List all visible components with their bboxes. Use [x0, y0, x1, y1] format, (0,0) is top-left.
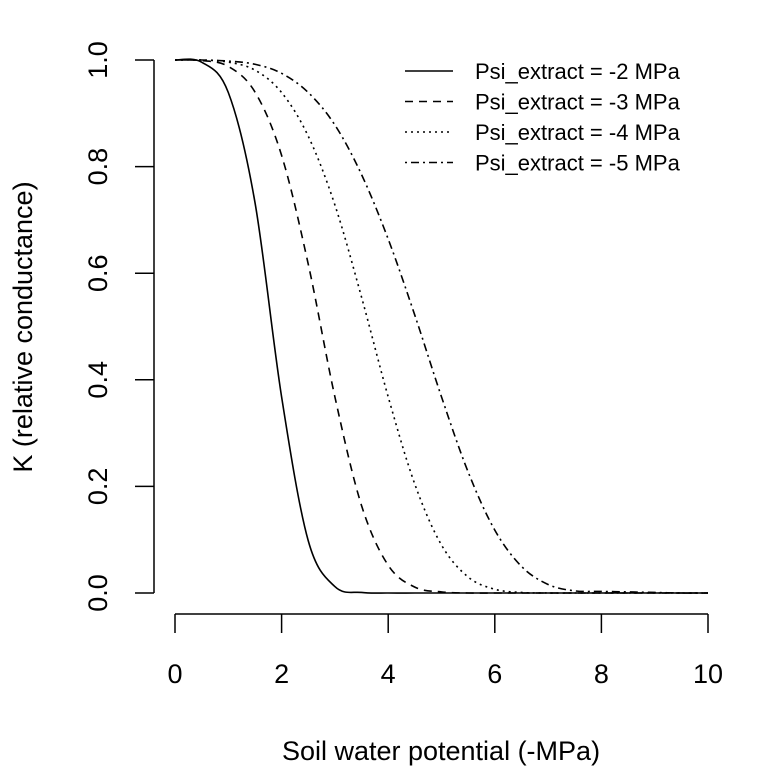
y-tick-label: 0.2 [83, 468, 113, 506]
legend-label-1: Psi_extract = -2 MPa [475, 59, 681, 84]
x-tick-label: 2 [274, 659, 289, 689]
y-tick-label: 0.4 [83, 361, 113, 399]
legend-label-2: Psi_extract = -3 MPa [475, 90, 681, 115]
x-tick-label: 8 [594, 659, 609, 689]
x-tick-label: 0 [167, 659, 182, 689]
x-axis-label: Soil water potential (-MPa) [282, 736, 600, 766]
y-axis-label: K (relative conductance) [8, 181, 38, 472]
y-tick-label: 0.0 [83, 574, 113, 612]
x-tick-label: 4 [381, 659, 396, 689]
x-axis-ticks: 0 2 4 6 8 10 [167, 614, 723, 689]
plot-area [174, 58, 709, 594]
y-tick-label: 0.8 [83, 148, 113, 186]
legend: Psi_extract = -2 MPa Psi_extract = -3 MPa… [405, 59, 681, 176]
x-tick-label: 6 [487, 659, 502, 689]
legend-label-4: Psi_extract = -5 MPa [475, 151, 681, 176]
y-tick-label: 1.0 [83, 41, 113, 79]
y-tick-label: 0.6 [83, 254, 113, 292]
series-line-3 [174, 59, 708, 594]
series-line-2 [174, 59, 708, 594]
legend-label-3: Psi_extract = -4 MPa [475, 120, 681, 145]
x-tick-label: 10 [693, 659, 723, 689]
series-line-4 [174, 59, 709, 594]
y-axis-ticks: 0.0 0.2 0.4 0.6 0.8 1.0 [83, 41, 154, 612]
